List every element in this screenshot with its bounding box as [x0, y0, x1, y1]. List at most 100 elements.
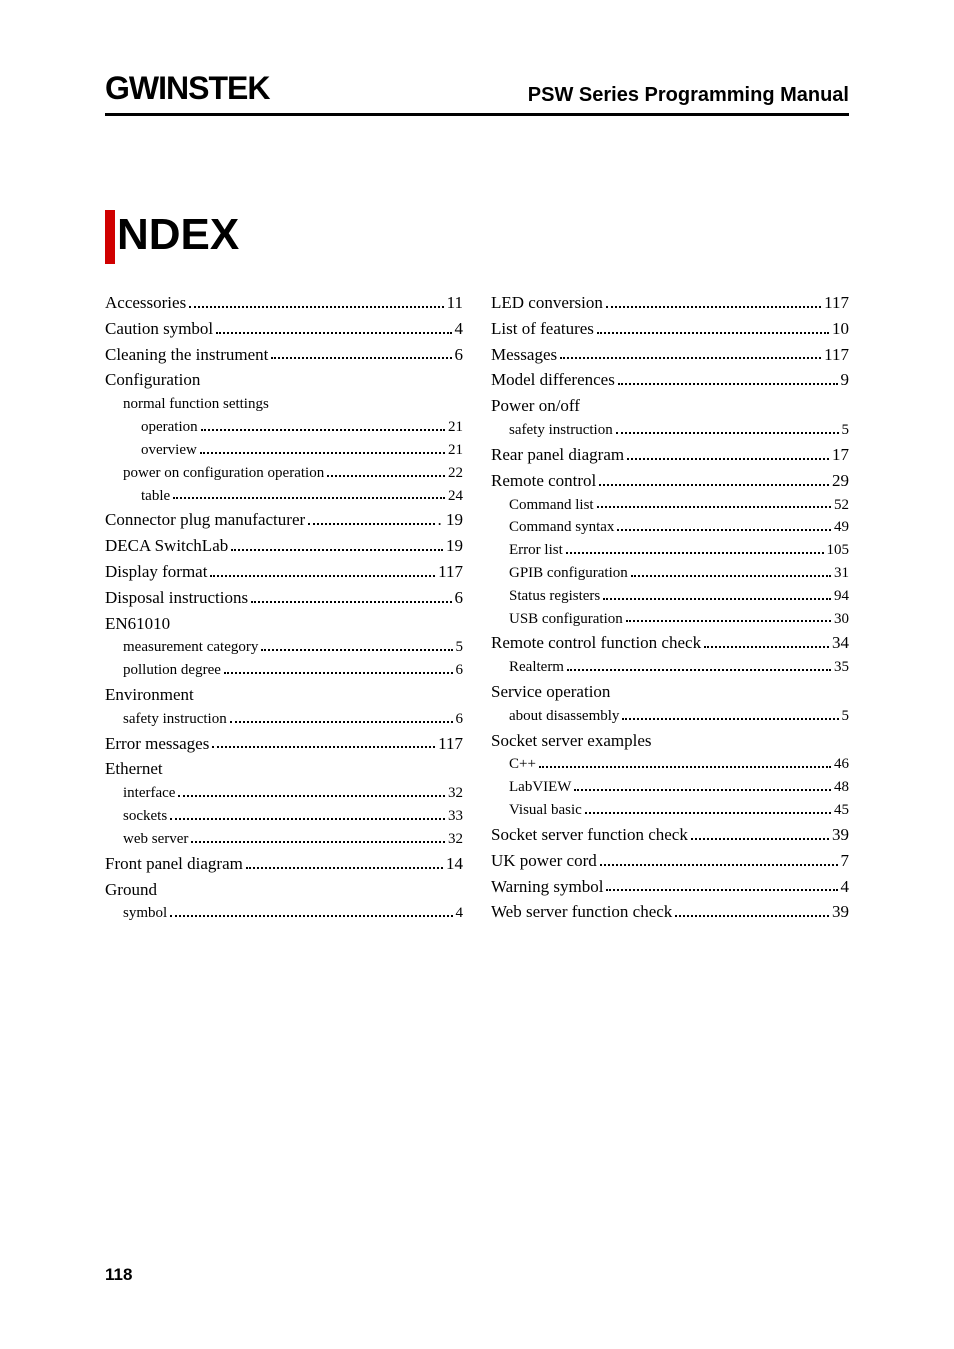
index-entry: USB configuration30 [491, 608, 849, 631]
index-entry-label: Remote control [491, 468, 596, 494]
index-entry-label: Disposal instructions [105, 585, 248, 611]
index-group-label: normal function settings [105, 393, 463, 416]
leader-dots [173, 497, 445, 499]
index-entry-page: 5 [842, 419, 850, 442]
leader-dots [585, 812, 831, 814]
leader-dots [271, 357, 451, 359]
index-entry-page: 45 [834, 799, 849, 822]
index-entry: power on configuration operation22 [105, 462, 463, 485]
leader-dots [210, 575, 435, 577]
index-entry-page: 7 [841, 848, 850, 874]
leader-dots [704, 646, 829, 648]
index-entry-label: Front panel diagram [105, 851, 243, 877]
index-entry-label: Error messages [105, 731, 209, 757]
index-group-label: Power on/off [491, 393, 849, 419]
index-entry: web server 32 [105, 828, 463, 851]
index-entry-page: 21 [448, 439, 463, 462]
index-entry-label: overview [141, 439, 197, 462]
leader-dots [566, 552, 824, 554]
index-entry-page: 4 [841, 874, 850, 900]
index-entry: Connector plug manufacturer . 19 [105, 507, 463, 533]
index-entry-label: safety instruction [123, 708, 227, 731]
brand-logo: GWINSTEK [105, 70, 269, 107]
index-entry-page: 17 [832, 442, 849, 468]
leader-dots [231, 549, 443, 551]
index-entry-page: 10 [832, 316, 849, 342]
index-entry-label: Accessories [105, 290, 186, 316]
index-entry-label: List of features [491, 316, 594, 342]
index-entry-page: 39 [832, 899, 849, 925]
index-heading-text: NDEX [117, 210, 239, 259]
leader-dots [170, 915, 452, 917]
index-entry: LabVIEW 48 [491, 776, 849, 799]
index-entry-label: Caution symbol [105, 316, 213, 342]
leader-dots [627, 458, 829, 460]
index-entry: Visual basic45 [491, 799, 849, 822]
index-entry: Web server function check39 [491, 899, 849, 925]
index-entry-label: measurement category [123, 636, 258, 659]
index-entry-label: USB configuration [509, 608, 623, 631]
index-entry-page: 32 [448, 782, 463, 805]
leader-dots [539, 766, 831, 768]
index-entry-label: Realterm [509, 656, 564, 679]
index-entry: measurement category 5 [105, 636, 463, 659]
leader-dots [691, 838, 829, 840]
index-entry-page: 39 [832, 822, 849, 848]
index-entry-label: UK power cord [491, 848, 597, 874]
index-entry-page: 6 [455, 585, 464, 611]
index-entry-page: 11 [447, 290, 463, 316]
index-entry: Display format117 [105, 559, 463, 585]
index-entry: safety instruction5 [491, 419, 849, 442]
index-entry: table24 [105, 485, 463, 508]
manual-title: PSW Series Programming Manual [528, 84, 849, 107]
index-entry-page: . 19 [438, 507, 464, 533]
index-entry: Cleaning the instrument6 [105, 342, 463, 368]
leader-dots [212, 746, 435, 748]
header: GWINSTEK PSW Series Programming Manual [105, 70, 849, 116]
index-entry-page: 5 [456, 636, 464, 659]
index-entry-page: 6 [455, 342, 464, 368]
index-entry-page: 94 [834, 585, 849, 608]
index-group-label: Service operation [491, 679, 849, 705]
index-entry-label: web server [123, 828, 188, 851]
leader-dots [616, 432, 839, 434]
index-entry-label: table [141, 485, 170, 508]
index-entry-label: Status registers [509, 585, 600, 608]
leader-dots [618, 383, 838, 385]
leader-dots [224, 672, 453, 674]
index-entry-label: Warning symbol [491, 874, 603, 900]
index-entry-label: Remote control function check [491, 630, 701, 656]
index-entry-page: 33 [448, 805, 463, 828]
index-entry-page: 31 [834, 562, 849, 585]
index-entry: Error list105 [491, 539, 849, 562]
leader-dots [597, 506, 831, 508]
index-entry: Command list52 [491, 494, 849, 517]
index-entry-label: pollution degree [123, 659, 221, 682]
index-right-column: LED conversion117List of features 10Messa… [491, 290, 849, 925]
index-entry-page: 4 [456, 902, 464, 925]
index-entry-label: LabVIEW [509, 776, 571, 799]
leader-dots [230, 721, 453, 723]
index-entry: Messages117 [491, 342, 849, 368]
index-entry: about disassembly5 [491, 705, 849, 728]
index-entry-page: 32 [448, 828, 463, 851]
index-entry-label: Connector plug manufacturer [105, 507, 305, 533]
index-entry-label: interface [123, 782, 175, 805]
index-columns: Accessories 11 Caution symbol 4 Cleaning the… [105, 290, 849, 925]
index-entry: Rear panel diagram17 [491, 442, 849, 468]
index-entry: Status registers 94 [491, 585, 849, 608]
index-entry: UK power cord 7 [491, 848, 849, 874]
leader-dots [246, 867, 443, 869]
leader-dots [599, 484, 829, 486]
index-entry-page: 48 [834, 776, 849, 799]
index-entry-page: 6 [456, 659, 464, 682]
index-entry: interface 32 [105, 782, 463, 805]
leader-dots [567, 669, 831, 671]
index-heading: NDEX [105, 206, 849, 260]
index-entry: Model differences9 [491, 367, 849, 393]
index-entry-label: Display format [105, 559, 207, 585]
leader-dots [574, 789, 831, 791]
index-entry-label: Command list [509, 494, 594, 517]
index-entry: LED conversion117 [491, 290, 849, 316]
index-entry-page: 21 [448, 416, 463, 439]
